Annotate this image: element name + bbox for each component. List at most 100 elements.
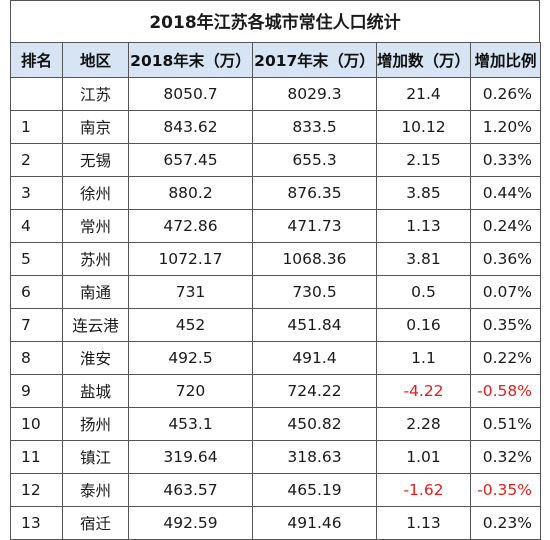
cell-increase: 10.12	[376, 110, 471, 144]
cell-increase: 2.28	[376, 407, 471, 441]
cell-2017: 655.3	[252, 143, 377, 177]
header-2018: 2018年末（万）	[128, 42, 253, 78]
cell-ratio: 0.36%	[470, 242, 541, 276]
cell-2017: 876.35	[252, 176, 377, 210]
cell-2018: 492.59	[128, 506, 253, 540]
header-region: 地区	[62, 42, 129, 78]
cell-2017: 833.5	[252, 110, 377, 144]
cell-increase: 3.81	[376, 242, 471, 276]
cell-2018: 657.45	[128, 143, 253, 177]
cell-ratio: 0.33%	[470, 143, 541, 177]
cell-rank: 8	[10, 341, 63, 375]
cell-2018: 319.64	[128, 440, 253, 474]
cell-ratio: 0.35%	[470, 308, 541, 342]
cell-2017: 491.4	[252, 341, 377, 375]
cell-increase: 1.13	[376, 209, 471, 243]
cell-2018: 492.5	[128, 341, 253, 375]
cell-increase: 0.16	[376, 308, 471, 342]
cell-ratio: 0.24%	[470, 209, 541, 243]
cell-rank: 10	[10, 407, 63, 441]
cell-ratio: 0.07%	[470, 275, 541, 309]
cell-2017: 730.5	[252, 275, 377, 309]
cell-2018: 1072.17	[128, 242, 253, 276]
cell-increase: 21.4	[376, 77, 471, 111]
cell-region: 扬州	[62, 407, 129, 441]
cell-rank: 11	[10, 440, 63, 474]
cell-2018: 731	[128, 275, 253, 309]
table-row: 1 南京 843.62 833.5 10.12 1.20%	[10, 110, 541, 144]
cell-ratio: 0.22%	[470, 341, 541, 375]
cell-region: 淮安	[62, 341, 129, 375]
table-row: 5 苏州 1072.17 1068.36 3.81 0.36%	[10, 242, 541, 276]
cell-2017: 1068.36	[252, 242, 377, 276]
table-title: 2018年江苏各城市常住人口统计	[10, 0, 540, 42]
header-ratio: 增加比例	[470, 42, 541, 78]
cell-region: 宿迁	[62, 506, 129, 540]
cell-region: 江苏	[62, 77, 129, 111]
cell-region: 镇江	[62, 440, 129, 474]
table-row: 江苏 8050.7 8029.3 21.4 0.26%	[10, 77, 541, 111]
cell-rank	[10, 77, 63, 111]
cell-ratio: 1.20%	[470, 110, 541, 144]
cell-increase: -1.62	[376, 473, 471, 507]
header-row: 排名 地区 2018年末（万） 2017年末（万） 增加数（万） 增加比例	[10, 42, 541, 78]
population-table: 排名 地区 2018年末（万） 2017年末（万） 增加数（万） 增加比例 江苏…	[10, 42, 541, 540]
header-2017: 2017年末（万）	[252, 42, 377, 78]
cell-rank: 4	[10, 209, 63, 243]
table-row: 7 连云港 452 451.84 0.16 0.35%	[10, 308, 541, 342]
cell-2017: 450.82	[252, 407, 377, 441]
cell-2018: 452	[128, 308, 253, 342]
cell-ratio: 0.44%	[470, 176, 541, 210]
cell-2017: 451.84	[252, 308, 377, 342]
cell-region: 南京	[62, 110, 129, 144]
table-row: 4 常州 472.86 471.73 1.13 0.24%	[10, 209, 541, 243]
table-row: 13 宿迁 492.59 491.46 1.13 0.23%	[10, 506, 541, 540]
cell-2018: 843.62	[128, 110, 253, 144]
cell-ratio: 0.32%	[470, 440, 541, 474]
cell-2018: 880.2	[128, 176, 253, 210]
cell-increase: -4.22	[376, 374, 471, 408]
cell-2017: 491.46	[252, 506, 377, 540]
cell-ratio: -0.35%	[470, 473, 541, 507]
cell-2017: 471.73	[252, 209, 377, 243]
cell-rank: 6	[10, 275, 63, 309]
cell-rank: 7	[10, 308, 63, 342]
cell-increase: 3.85	[376, 176, 471, 210]
cell-2018: 453.1	[128, 407, 253, 441]
cell-ratio: -0.58%	[470, 374, 541, 408]
cell-rank: 13	[10, 506, 63, 540]
cell-ratio: 0.51%	[470, 407, 541, 441]
table-row: 11 镇江 319.64 318.63 1.01 0.32%	[10, 440, 541, 474]
cell-region: 盐城	[62, 374, 129, 408]
cell-2017: 8029.3	[252, 77, 377, 111]
header-increase: 增加数（万）	[376, 42, 471, 78]
cell-2017: 465.19	[252, 473, 377, 507]
cell-rank: 5	[10, 242, 63, 276]
cell-2018: 463.57	[128, 473, 253, 507]
cell-rank: 1	[10, 110, 63, 144]
table-row: 6 南通 731 730.5 0.5 0.07%	[10, 275, 541, 309]
cell-region: 常州	[62, 209, 129, 243]
cell-rank: 12	[10, 473, 63, 507]
cell-2018: 472.86	[128, 209, 253, 243]
table-row: 8 淮安 492.5 491.4 1.1 0.22%	[10, 341, 541, 375]
cell-increase: 1.1	[376, 341, 471, 375]
header-rank: 排名	[10, 42, 63, 78]
cell-region: 泰州	[62, 473, 129, 507]
cell-increase: 1.01	[376, 440, 471, 474]
cell-region: 徐州	[62, 176, 129, 210]
table-body: 江苏 8050.7 8029.3 21.4 0.26% 1 南京 843.62 833.5 10.…	[10, 77, 541, 540]
cell-rank: 3	[10, 176, 63, 210]
cell-2018: 8050.7	[128, 77, 253, 111]
cell-increase: 2.15	[376, 143, 471, 177]
cell-region: 南通	[62, 275, 129, 309]
cell-2017: 724.22	[252, 374, 377, 408]
cell-increase: 0.5	[376, 275, 471, 309]
cell-region: 苏州	[62, 242, 129, 276]
cell-rank: 9	[10, 374, 63, 408]
table-row: 3 徐州 880.2 876.35 3.85 0.44%	[10, 176, 541, 210]
cell-ratio: 0.23%	[470, 506, 541, 540]
cell-rank: 2	[10, 143, 63, 177]
cell-region: 连云港	[62, 308, 129, 342]
